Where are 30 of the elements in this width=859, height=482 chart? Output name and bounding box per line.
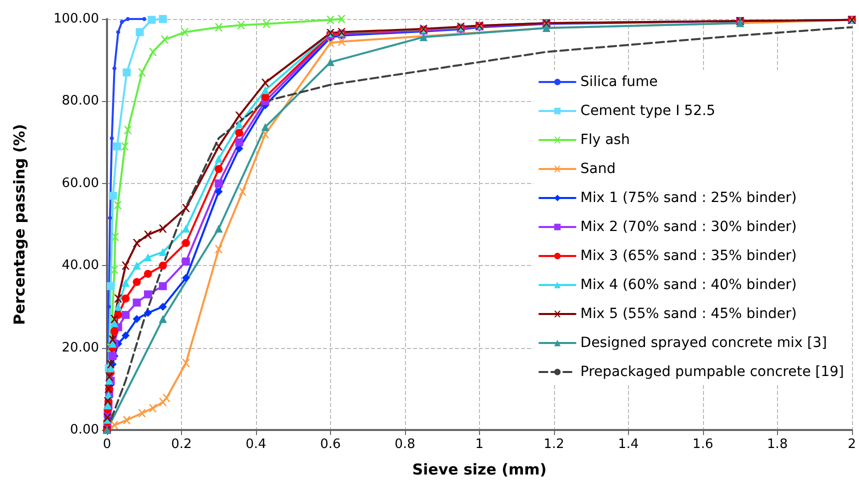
legend-label: Mix 5 (55% sand : 45% binder) [580, 306, 797, 322]
x-axis-title: Sieve size (mm) [412, 460, 547, 478]
y-tick-label: 60.00 [62, 176, 99, 191]
x-tick-label: 1.8 [767, 437, 788, 452]
legend-label: Cement type I 52.5 [580, 103, 716, 119]
legend-label: Sand [580, 161, 616, 177]
y-tick-label: 80.00 [62, 94, 99, 109]
x-tick-label: 0.4 [246, 437, 266, 452]
legend-label: Mix 1 (75% sand : 25% binder) [580, 190, 797, 206]
x-tick-label: 0.8 [394, 437, 416, 452]
legend-label: Mix 2 (70% sand : 30% binder) [580, 219, 797, 235]
x-tick-label: 2 [848, 437, 856, 452]
x-tick-label: 1.2 [544, 437, 564, 452]
x-tick-label: 0.2 [171, 437, 192, 452]
x-tick-label: 1.4 [618, 437, 639, 452]
y-tick-label: 20.00 [62, 340, 99, 356]
y-tick-label: 40.00 [62, 258, 99, 274]
x-tick-label: 1 [475, 437, 484, 452]
legend-label: Prepackaged pumpable concrete [19] [580, 364, 844, 380]
y-tick-label: 0.00 [70, 422, 99, 438]
x-tick-label: 1.6 [692, 437, 714, 452]
legend-label: Fly ash [580, 132, 630, 148]
x-tick-label: 0 [102, 437, 112, 452]
legend-label: Silica fume [580, 74, 658, 90]
y-tick-label: 100.00 [54, 12, 99, 26]
legend-label: Mix 3 (65% sand : 35% binder) [580, 248, 797, 264]
legend-label: Mix 4 (60% sand : 40% binder) [580, 277, 797, 293]
y-axis-title: Percentage passing (%) [10, 124, 28, 325]
legend-label: Designed sprayed concrete mix [3] [580, 335, 828, 351]
x-tick-label: 0.6 [320, 437, 341, 452]
